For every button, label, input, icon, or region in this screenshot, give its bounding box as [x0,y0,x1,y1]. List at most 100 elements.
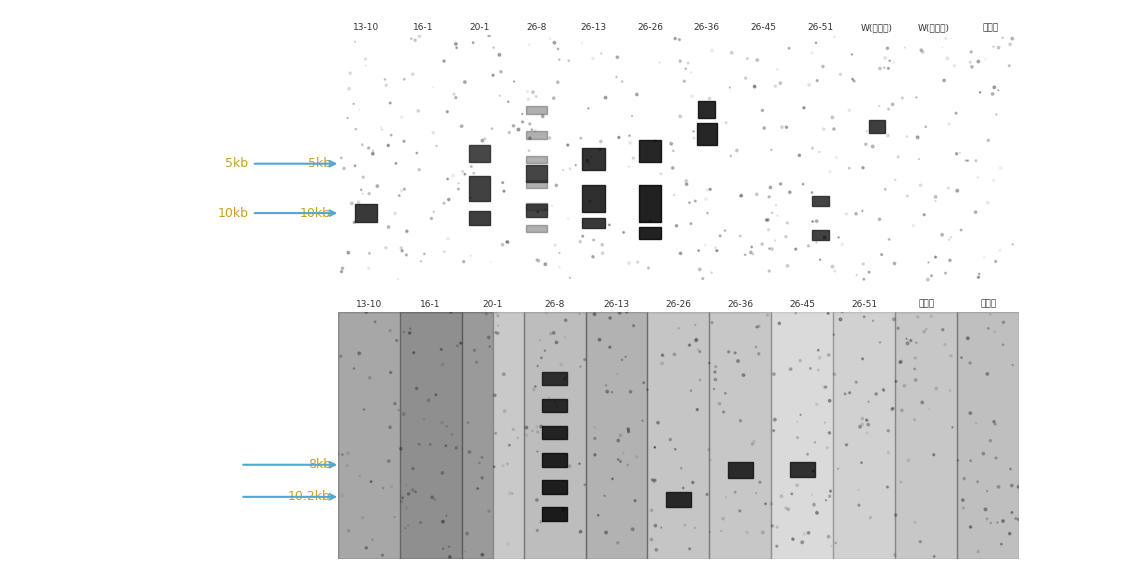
Point [643,475,662,485]
Point [772,179,790,189]
Point [345,364,363,373]
Point [387,159,405,168]
Point [910,155,929,164]
Point [440,542,458,552]
Point [576,355,594,365]
Point [807,216,826,226]
Point [845,76,863,86]
Point [748,55,766,65]
Point [876,53,894,62]
Point [757,499,775,509]
Point [984,89,1002,99]
Point [978,486,996,496]
Point [686,320,704,329]
Point [878,482,897,492]
Point [766,415,784,425]
Point [499,97,518,106]
Point [961,409,979,418]
Point [387,336,405,345]
Point [372,122,390,132]
Point [789,433,807,442]
Point [529,207,547,216]
Point [899,456,917,465]
Point [347,125,365,134]
Point [950,148,969,158]
Point [919,404,938,413]
Point [690,265,709,274]
Point [788,480,806,490]
Point [548,78,567,87]
Point [546,397,564,406]
Point [364,149,382,158]
Point [579,103,598,113]
Point [836,389,854,399]
Point [711,231,729,240]
Point [653,359,671,368]
Point [979,198,997,208]
Point [736,250,755,259]
Point [499,539,518,549]
Point [671,249,689,258]
Point [664,146,682,156]
Point [1003,360,1021,370]
Point [458,529,476,538]
Point [406,35,425,45]
Point [339,526,357,536]
Point [353,140,371,149]
Point [529,427,547,437]
Point [487,328,505,337]
Point [805,500,823,509]
Point [433,360,451,369]
Point [381,326,400,335]
Point [350,105,369,115]
Point [393,112,411,122]
Point [776,503,795,513]
Point [985,83,1003,92]
Bar [527,106,546,114]
Point [840,105,859,115]
Point [919,258,938,267]
Bar [400,312,461,559]
Point [701,185,719,194]
Point [988,518,1006,527]
Point [989,482,1008,492]
Point [926,192,945,202]
Point [884,100,902,109]
Point [755,123,773,133]
Point [1003,240,1021,249]
Point [461,193,480,202]
Point [720,83,739,92]
Point [386,399,404,408]
Point [760,266,779,276]
Point [705,385,724,394]
Point [555,374,574,383]
Point [498,238,516,247]
Point [687,336,705,345]
Point [571,133,590,143]
Point [911,181,930,190]
Point [690,347,709,356]
Point [601,313,619,323]
Point [750,349,768,359]
Point [686,196,704,206]
Point [473,473,491,483]
Bar [639,227,662,239]
Point [803,48,821,58]
Point [829,464,847,473]
Point [570,309,589,319]
Point [615,228,633,237]
Point [456,78,474,87]
Point [426,495,444,505]
Point [703,318,721,328]
Point [574,218,592,227]
Bar [834,312,895,559]
Point [626,496,645,505]
Point [798,450,816,459]
Point [898,191,916,201]
Point [850,485,868,495]
Text: 8kb: 8kb [308,458,331,471]
Bar [542,480,567,494]
Point [981,518,1000,527]
Point [662,139,680,148]
Point [464,38,482,48]
